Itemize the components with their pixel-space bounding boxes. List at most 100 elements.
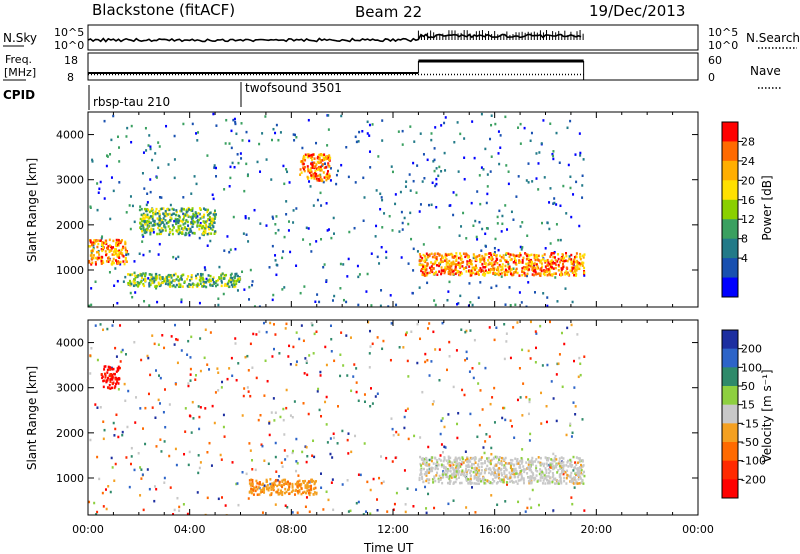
data-cell [211,223,214,227]
data-cell [129,462,132,466]
data-cell [480,270,483,273]
data-cell [570,465,573,468]
data-cell [261,132,264,135]
data-cell [152,277,155,280]
data-cell [525,267,528,271]
data-cell [371,402,374,405]
data-cell [546,304,549,307]
data-cell [513,467,516,471]
data-cell [187,339,190,343]
data-cell [524,266,527,269]
data-cell [543,462,546,466]
data-cell [420,464,423,467]
data-cell [203,213,206,217]
data-cell [561,468,564,471]
data-cell [270,492,273,495]
data-cell [251,280,254,283]
data-cell [316,390,319,393]
data-cell [355,367,358,370]
data-cell [369,404,372,408]
data-cell [319,161,322,164]
data-cell [248,285,251,289]
data-cell [173,134,176,138]
data-cell [152,219,155,223]
data-cell [190,274,193,277]
noise-left-tick-high: 10^5 [54,26,84,39]
data-cell [256,160,259,164]
data-cell [306,155,309,159]
data-cell [149,283,152,287]
data-cell [392,508,395,511]
data-cell [198,427,201,431]
data-cell [454,475,457,479]
data-cell [151,158,154,162]
data-cell [463,156,466,160]
data-cell [117,368,120,372]
data-cell [268,422,271,425]
data-cell [105,380,108,384]
data-cell [490,473,493,476]
data-cell [159,277,162,280]
data-cell [492,473,495,476]
data-cell [312,172,315,176]
data-cell [569,175,572,179]
data-cell [383,212,386,215]
data-cell [104,376,107,379]
data-cell [96,245,99,249]
data-cell [162,207,165,210]
data-cell [319,370,322,374]
data-cell [310,158,313,161]
data-cell [392,433,395,437]
data-cell [484,232,487,236]
data-cell [554,478,557,482]
data-cell [116,301,119,305]
data-cell [387,305,390,307]
data-cell [569,424,572,427]
data-cell [114,462,117,466]
noise-right-tick-high: 10^5 [708,26,738,39]
data-cell [538,472,541,476]
data-cell [452,499,455,502]
data-cell [493,262,496,266]
data-cell [137,281,140,285]
data-cell [117,238,120,242]
data-cell [142,212,145,216]
data-cell [563,476,566,480]
data-cell [302,480,305,483]
data-cell [430,457,433,461]
data-cell [544,265,547,268]
data-cell [153,485,156,488]
data-cell [297,474,300,477]
data-cell [197,131,200,134]
data-cell [519,245,522,249]
data-cell [577,475,580,479]
data-cell [409,189,412,192]
data-cell [576,461,579,465]
colorbar-swatch [722,404,738,424]
data-cell [465,467,468,471]
data-cell [154,210,157,214]
data-cell [102,437,105,441]
data-cell [169,282,172,286]
data-cell [583,470,586,474]
data-cell [88,500,91,504]
data-cell [425,459,428,462]
data-cell [542,472,545,475]
data-cell [125,456,128,459]
data-cell [233,279,236,283]
data-cell [481,262,484,266]
data-cell [89,206,92,210]
data-cell [377,155,380,158]
data-cell [277,228,280,232]
colorbar-frame [721,121,739,298]
data-cell [393,502,396,506]
data-cell [144,126,147,130]
noise-sky-label: N.Sky [3,31,37,45]
data-cell [316,179,319,182]
data-cell [518,261,521,264]
data-cell [490,446,493,450]
data-cell [559,273,562,276]
data-cell [519,142,522,145]
data-cell [123,382,126,386]
data-cell [296,481,299,485]
